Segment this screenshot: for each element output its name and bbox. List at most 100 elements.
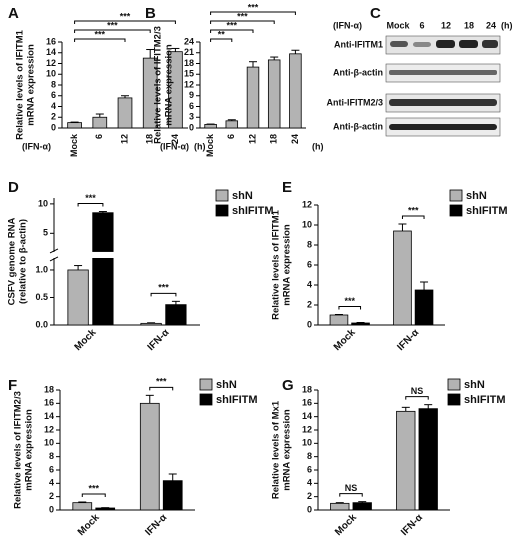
y-tick-label: 6 xyxy=(51,90,56,100)
legend-label: shIFITM xyxy=(464,394,506,406)
bar xyxy=(267,59,281,129)
bar xyxy=(204,124,217,129)
significance-label: ** xyxy=(218,29,226,39)
panel-letter: A xyxy=(8,5,19,22)
y-tick-label: 12 xyxy=(44,424,54,434)
y-tick-label: 0 xyxy=(307,504,312,514)
y-axis-label: Relative levels of IFITM2/3 xyxy=(153,26,164,144)
y-tick-label: 2 xyxy=(307,491,312,501)
y-tick-label: 2 xyxy=(51,112,56,122)
lane-label: 24 xyxy=(486,20,496,30)
significance-bracket xyxy=(149,386,174,391)
bar xyxy=(67,122,82,129)
y-tick-label: 6 xyxy=(307,259,312,269)
bar xyxy=(139,402,160,511)
y-tick-label: 16 xyxy=(302,398,312,408)
y-axis-label: Relative levels of IFITM2/3 xyxy=(13,391,24,509)
y-axis-label: mRNA expression xyxy=(24,409,35,491)
significance-bracket xyxy=(210,38,233,42)
x-tick-label: Mock xyxy=(332,327,358,353)
bar xyxy=(92,116,108,129)
bar xyxy=(92,212,114,326)
y-tick-label: 16 xyxy=(44,398,54,408)
y-axis-label: mRNA expression xyxy=(282,409,293,491)
y-tick-label: 0 xyxy=(307,319,312,329)
y-tick-label: 12 xyxy=(302,424,312,434)
x-tick-label: IFN-α xyxy=(399,512,425,538)
y-tick-label: 4 xyxy=(307,478,312,488)
significance-label: NS xyxy=(411,386,424,396)
bar xyxy=(72,502,93,511)
x-tick-label: IFN-α xyxy=(146,327,172,353)
y-tick-label: 10 xyxy=(302,438,312,448)
y-tick-label: 24 xyxy=(184,36,194,46)
significance-label: *** xyxy=(95,29,106,39)
condition-label: (IFN-α) xyxy=(22,141,51,151)
row-label: Anti-IFITM1 xyxy=(334,39,383,49)
significance-bracket xyxy=(77,203,104,207)
significance-label: *** xyxy=(158,283,169,293)
x-tick-label: 24 xyxy=(290,134,300,144)
bar xyxy=(67,269,89,326)
y-axis-label: Relative levels of IFITM1 xyxy=(271,209,282,320)
x-tick-label: IFN-α xyxy=(143,512,169,538)
y-tick-label: 0.0 xyxy=(35,319,48,329)
x-tick-label: 18 xyxy=(145,134,155,144)
y-tick-label: 14 xyxy=(302,411,312,421)
y-tick-label: 18 xyxy=(184,58,194,68)
significance-label: *** xyxy=(344,296,355,306)
significance-bracket xyxy=(210,11,296,15)
lane-label: 12 xyxy=(441,20,451,30)
significance-label: *** xyxy=(237,11,248,21)
y-axis-label: mRNA expression xyxy=(282,224,293,306)
significance-bracket xyxy=(338,306,362,310)
significance-bracket xyxy=(150,292,177,297)
x-tick-label: Mock xyxy=(76,512,102,538)
legend-label: shIFITM xyxy=(466,205,508,217)
x-tick-label: 18 xyxy=(269,134,279,144)
bar xyxy=(225,120,239,129)
y-tick-label: 12 xyxy=(184,79,194,89)
significance-label: *** xyxy=(88,483,99,493)
panel-letter: G xyxy=(282,377,294,394)
y-tick-label: 10 xyxy=(38,198,48,208)
panel-letter: F xyxy=(8,377,17,394)
significance-label: *** xyxy=(107,20,118,30)
y-tick-label: 12 xyxy=(46,58,56,68)
y-tick-label: 18 xyxy=(44,384,54,394)
bar xyxy=(95,507,116,511)
y-tick-label: 6 xyxy=(189,101,194,111)
y-tick-label: 8 xyxy=(307,451,312,461)
legend-label: shN xyxy=(232,190,253,202)
x-tick-label: 12 xyxy=(119,134,129,144)
legend-label: shIFITM xyxy=(232,205,274,217)
legend-swatch xyxy=(449,204,463,217)
bar xyxy=(165,304,187,326)
y-axis-label: CSFV genome RNA xyxy=(7,218,18,306)
significance-label: *** xyxy=(85,193,96,203)
y-tick-label: 4 xyxy=(307,279,312,289)
y-tick-label: 8 xyxy=(51,79,56,89)
bar xyxy=(162,480,183,511)
x-tick-label: Mock xyxy=(333,512,359,538)
significance-bracket xyxy=(405,396,429,400)
panel-letter: D xyxy=(8,179,19,196)
y-tick-label: 2 xyxy=(49,491,54,501)
legend-swatch xyxy=(449,189,463,202)
y-tick-label: 8 xyxy=(307,239,312,249)
bar xyxy=(246,66,260,129)
y-tick-label: 10 xyxy=(302,219,312,229)
x-tick-label: Mock xyxy=(73,327,99,353)
lane-label: 18 xyxy=(464,20,474,30)
axis-break-gap xyxy=(46,251,200,258)
break-mark xyxy=(49,256,59,262)
x-tick-label: Mock xyxy=(69,133,79,157)
y-tick-label: 3 xyxy=(189,112,194,122)
legend-label: shN xyxy=(466,190,487,202)
significance-bracket xyxy=(74,38,126,42)
significance-bracket xyxy=(401,215,425,219)
x-tick-label: 24 xyxy=(170,134,180,144)
break-mark xyxy=(49,248,59,254)
bar xyxy=(396,410,416,511)
